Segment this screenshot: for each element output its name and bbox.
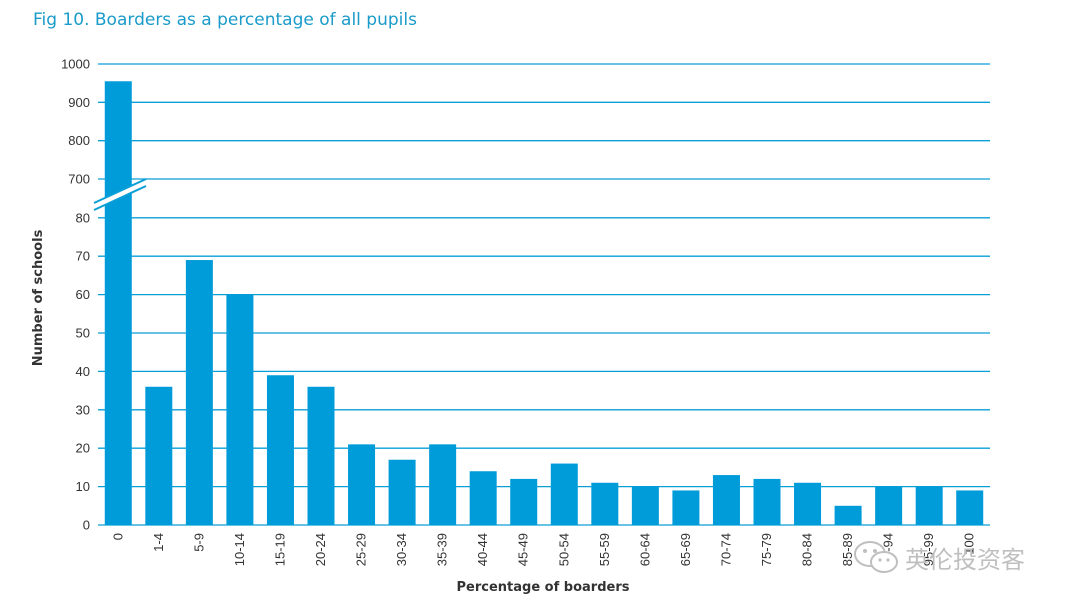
x-tick-label: 25-29 — [354, 533, 369, 566]
bar — [794, 482, 822, 525]
bar — [429, 444, 457, 525]
x-tick-label: 65-69 — [678, 533, 693, 566]
x-tick-label: 70-74 — [718, 533, 733, 566]
x-tick-label: 30-34 — [394, 533, 409, 566]
x-tick-label: 40-44 — [475, 533, 490, 566]
bar — [672, 490, 700, 525]
bar — [875, 486, 903, 525]
bar — [915, 486, 943, 525]
bar — [104, 81, 132, 525]
y-axis-label: Number of schools — [31, 229, 46, 366]
x-tick-label: 15-19 — [272, 533, 287, 566]
y-tick-label: 800 — [68, 133, 90, 148]
chart-title: Fig 10. Boarders as a percentage of all … — [33, 10, 417, 30]
gridlines — [98, 63, 990, 526]
y-tick-label: 10 — [76, 479, 90, 494]
x-tick-label: 85-89 — [840, 533, 855, 566]
bar — [145, 386, 173, 525]
x-tick-label: 80-84 — [800, 533, 815, 566]
y-tick-label: 20 — [76, 441, 90, 456]
bar — [834, 505, 862, 525]
x-tick-label: 20-24 — [313, 533, 328, 566]
x-tick-label: 95-99 — [921, 533, 936, 566]
y-tick-label: 70 — [76, 249, 90, 264]
x-tick-label: 75-79 — [759, 533, 774, 566]
bar — [591, 482, 619, 525]
wechat-icon — [853, 538, 899, 576]
x-tick-labels: 0 1-4 5-9 10-14 15-19 20-24 25-29 30-34 35-39 40-… — [110, 533, 976, 566]
y-tick-label: 700 — [68, 172, 90, 187]
x-tick-label: 10-14 — [232, 533, 247, 566]
break-line — [93, 185, 147, 211]
watermark: 英伦投资客 — [853, 538, 1025, 576]
x-tick-label: 45-49 — [516, 533, 531, 566]
y-tick-label: 60 — [76, 287, 90, 302]
y-tick-labels: 0 10 20 30 40 50 60 70 80 700 800 900 1000 — [61, 57, 90, 533]
bar — [510, 478, 538, 525]
x-tick-label: 100 — [962, 533, 977, 555]
bar — [469, 471, 497, 525]
bar — [185, 260, 213, 525]
axis-break-mark — [93, 178, 147, 211]
y-tick-label: 50 — [76, 326, 90, 341]
bar — [388, 459, 416, 525]
x-tick-label: 1-4 — [151, 533, 166, 552]
bar — [631, 486, 659, 525]
y-tick-label: 80 — [76, 210, 90, 225]
y-tick-label: 900 — [68, 95, 90, 110]
x-tick-label: 50-54 — [556, 533, 571, 566]
y-tick-label: 0 — [83, 518, 90, 533]
bar — [226, 294, 254, 525]
x-tick-label: 35-39 — [435, 533, 450, 566]
bar — [348, 444, 376, 525]
bar — [266, 375, 294, 525]
break-gap — [94, 179, 146, 210]
bar — [712, 475, 740, 525]
bar — [307, 386, 335, 525]
y-tick-label: 30 — [76, 402, 90, 417]
x-tick-label: 5-9 — [191, 533, 206, 552]
x-axis-label: Percentage of boarders — [457, 580, 630, 595]
x-tick-label: 60-64 — [637, 533, 652, 566]
bars — [104, 81, 984, 525]
watermark-text: 英伦投资客 — [905, 545, 1025, 574]
x-tick-label: 0 — [110, 533, 125, 540]
x-tick-label: 55-59 — [597, 533, 612, 566]
bar — [956, 490, 984, 525]
y-tick-label: 1000 — [61, 57, 90, 72]
y-tick-label: 40 — [76, 364, 90, 379]
break-line — [93, 178, 147, 204]
bar — [753, 478, 781, 525]
bar — [550, 463, 578, 525]
